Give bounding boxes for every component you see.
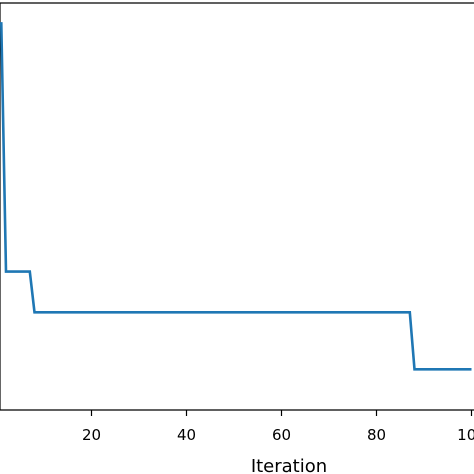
series-line bbox=[0, 22, 472, 371]
plot-frame bbox=[0, 2, 474, 411]
x-tick-label: 20 bbox=[82, 426, 101, 444]
series-layer bbox=[0, 22, 472, 371]
x-tick-label: 40 bbox=[177, 426, 196, 444]
x-axis-label: Iteration bbox=[251, 456, 327, 474]
x-axis-ticks: 20 40 60 80 100 bbox=[82, 410, 474, 444]
x-tick-label: 60 bbox=[272, 426, 291, 444]
x-tick-label: 100 bbox=[457, 426, 474, 444]
x-tick-label: 80 bbox=[367, 426, 386, 444]
